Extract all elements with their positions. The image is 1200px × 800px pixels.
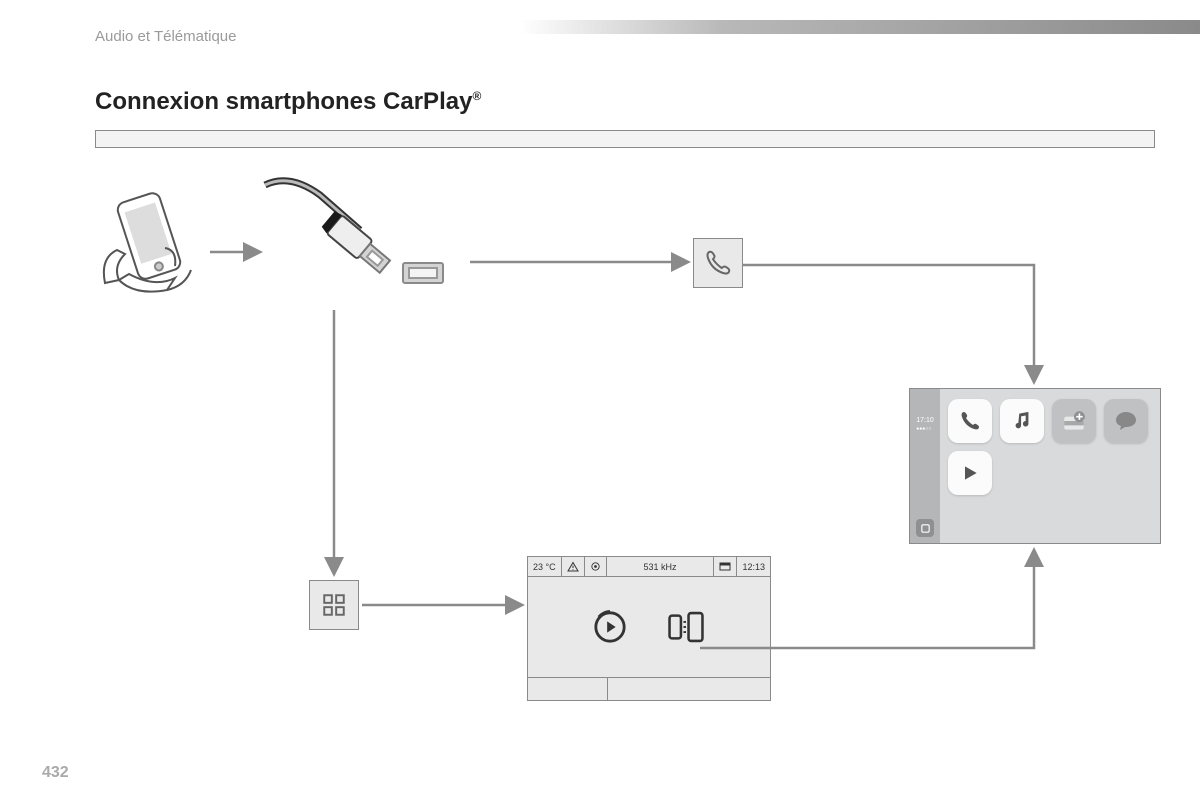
status-frequency: 531 kHz <box>607 557 715 576</box>
carplay-app-play <box>948 451 992 495</box>
carplay-home-button <box>916 519 934 537</box>
screen-main <box>528 577 770 677</box>
status-warning-icon <box>562 557 585 576</box>
page-title: Connexion smartphones CarPlay® <box>95 88 481 116</box>
status-bar: 23 °C 531 kHz 12:13 <box>528 557 770 577</box>
usb-cable-illustration <box>260 175 470 305</box>
carplay-home-screen: 17:10 ●●●○○ <box>909 388 1161 544</box>
page-number: 432 <box>42 764 69 782</box>
title-rule <box>95 130 1155 148</box>
section-header: Audio et Télématique <box>95 28 236 45</box>
title-text: Connexion smartphones CarPlay <box>95 88 472 115</box>
infotainment-screen: 23 °C 531 kHz 12:13 <box>527 556 771 701</box>
phone-icon-box <box>693 238 743 288</box>
apps-grid-box <box>309 580 359 630</box>
screen-bottombar <box>528 677 770 701</box>
carplay-sidebar: 17:10 ●●●○○ <box>910 389 940 543</box>
play-circle-icon <box>593 610 627 644</box>
smartphone-in-hand-illustration <box>95 188 215 308</box>
apps-grid-icon <box>321 592 347 618</box>
title-registered: ® <box>472 89 481 103</box>
status-window-icon <box>714 557 737 576</box>
carplay-app-maps <box>1052 399 1096 443</box>
header-gradient <box>520 20 1200 34</box>
status-target-icon <box>585 557 607 576</box>
carplay-app-music <box>1000 399 1044 443</box>
status-time: 12:13 <box>737 557 770 576</box>
carplay-signal-dots: ●●●○○ <box>916 426 934 432</box>
phone-handset-icon <box>703 248 733 278</box>
mirror-phones-icon <box>667 610 705 644</box>
carplay-time: 17:10 <box>916 417 934 424</box>
carplay-apps <box>940 389 1160 543</box>
carplay-app-phone <box>948 399 992 443</box>
carplay-app-messages <box>1104 399 1148 443</box>
status-temperature: 23 °C <box>528 557 562 576</box>
